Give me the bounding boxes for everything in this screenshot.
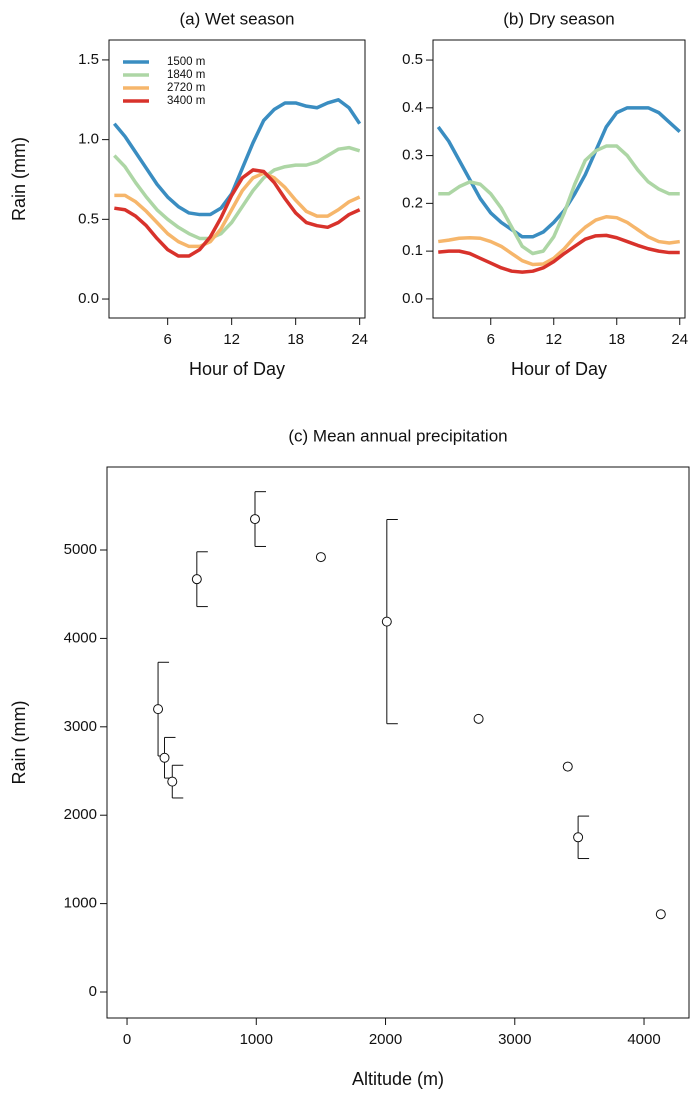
plot-frame [108,39,366,319]
point [191,574,202,585]
y-tick-label: 3000 [64,718,97,735]
point [562,761,573,772]
x-tick-label: 6 [163,331,171,348]
y-axis-label: Rain (mm) [9,701,29,785]
x-tick-label: 6 [487,331,495,348]
y-tick-label: 0.0 [402,290,423,307]
plot-frame [106,466,690,1019]
x-tick-label: 3000 [498,1031,531,1048]
series-line [113,145,361,241]
point [249,514,260,525]
series-line [114,171,361,249]
y-tick-label: 0.1 [402,242,423,259]
y-tick-label: 1.5 [78,51,99,68]
series-line [114,168,361,258]
point [167,776,178,787]
y-tick-label: 0.5 [402,51,423,68]
y-tick-label: 0.4 [402,99,423,116]
legend-label: 1840 m [167,69,205,81]
y-tick-label: 1000 [64,895,97,912]
point [573,832,584,843]
y-axis-label: Rain (mm) [9,137,29,221]
y-tick-label: 0 [89,983,97,1000]
x-tick-label: 12 [223,331,240,348]
x-axis-label: Altitude (m) [352,1069,444,1089]
x-tick-label: 4000 [627,1031,660,1048]
x-tick-label: 18 [287,331,304,348]
point [159,752,170,763]
legend-label: 3400 m [167,95,205,107]
series-line [438,144,680,256]
x-axis-label: Hour of Day [189,359,285,379]
point [315,552,326,563]
y-tick-label: 0.3 [402,147,423,164]
y-tick-label: 0.2 [402,194,423,211]
point [381,616,392,627]
x-tick-label: 18 [608,331,625,348]
x-tick-label: 0 [123,1031,131,1048]
y-tick-label: 4000 [64,629,97,646]
x-tick-label: 24 [671,331,688,348]
x-tick-label: 1000 [240,1031,273,1048]
point [655,909,666,920]
x-axis-label: Hour of Day [511,359,607,379]
x-tick-label: 12 [545,331,562,348]
series-line [438,214,680,267]
y-tick-label: 0.0 [78,290,99,307]
x-tick-label: 24 [351,331,368,348]
y-tick-label: 5000 [64,541,97,558]
legend-label: 1500 m [167,56,205,68]
x-tick-label: 2000 [369,1031,402,1048]
legend-label: 2720 m [167,82,205,94]
plot-frame [432,39,686,319]
series-line [112,98,362,217]
panel-title: (b) Dry season [503,9,614,28]
panel-title: (a) Wet season [180,9,295,28]
series-line [436,106,681,239]
point [153,704,164,715]
point [473,713,484,724]
y-tick-label: 1.0 [78,131,99,148]
series-line [438,233,680,274]
y-tick-label: 2000 [64,806,97,823]
y-tick-label: 0.5 [78,210,99,227]
panel-title: (c) Mean annual precipitation [288,426,507,445]
